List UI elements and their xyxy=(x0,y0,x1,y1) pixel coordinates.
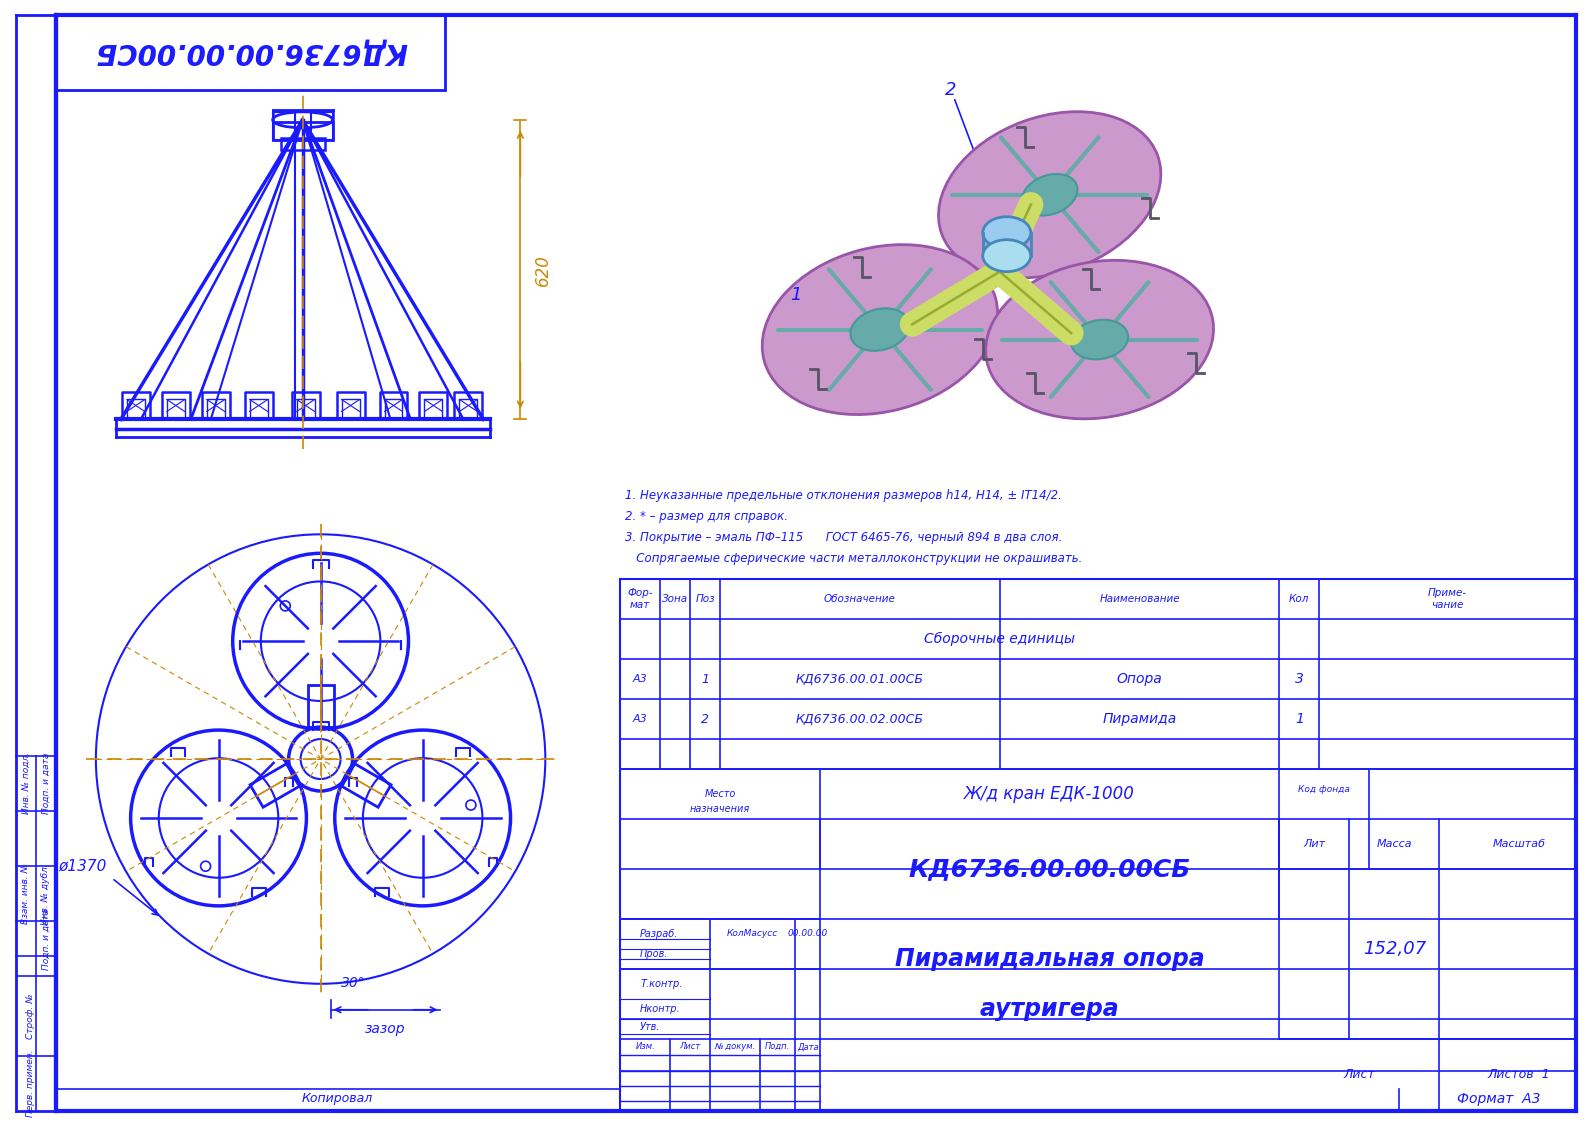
Text: Копировал: Копировал xyxy=(302,1092,373,1106)
Text: Наименование: Наименование xyxy=(1098,594,1180,604)
Ellipse shape xyxy=(850,309,909,350)
Ellipse shape xyxy=(1071,320,1129,360)
Bar xyxy=(56,15,446,90)
Text: Перв. примен.: Перв. примен. xyxy=(27,1050,35,1117)
Text: Пирамида: Пирамида xyxy=(1102,712,1176,726)
Text: Формат  А3: Формат А3 xyxy=(1457,1092,1541,1106)
Text: 1: 1 xyxy=(700,673,708,685)
Bar xyxy=(272,122,333,140)
Text: Ж/д кран ЕДК-1000: Ж/д кран ЕДК-1000 xyxy=(965,786,1135,804)
Text: аутригера: аутригера xyxy=(979,996,1119,1021)
Text: 2: 2 xyxy=(944,81,957,99)
Text: 1: 1 xyxy=(1294,712,1304,726)
Text: назначения: назначения xyxy=(689,804,750,814)
Text: Лист: Лист xyxy=(1344,1068,1375,1081)
Text: Листов  1: Листов 1 xyxy=(1489,1068,1551,1081)
Text: Подп.: Подп. xyxy=(764,1042,790,1051)
Text: 152,07: 152,07 xyxy=(1363,940,1426,958)
Text: Пирамидальная опора: Пирамидальная опора xyxy=(895,947,1205,970)
Text: Разраб.: Разраб. xyxy=(640,929,678,939)
Text: Стpоф. №: Стpоф. № xyxy=(27,993,35,1039)
Text: № докум.: № докум. xyxy=(715,1042,756,1051)
Text: КД6736.00.00.00СБ: КД6736.00.00.00СБ xyxy=(94,38,408,66)
Text: ø1370: ø1370 xyxy=(59,858,107,873)
Text: Дата: Дата xyxy=(798,1042,818,1051)
Text: Фор-
мат: Фор- мат xyxy=(627,588,653,610)
Text: 00.00.00: 00.00.00 xyxy=(788,930,828,939)
Text: А3: А3 xyxy=(634,715,648,725)
Bar xyxy=(621,579,1576,1110)
Text: Опора: Опора xyxy=(1116,672,1162,686)
Text: 3: 3 xyxy=(1294,672,1304,686)
Ellipse shape xyxy=(982,216,1030,249)
Text: КД6736.00.02.00СБ: КД6736.00.02.00СБ xyxy=(796,712,923,726)
Text: Инв. № подл.: Инв. № подл. xyxy=(21,752,30,814)
Text: КД6736.00.00.00СБ: КД6736.00.00.00СБ xyxy=(909,857,1191,881)
Ellipse shape xyxy=(763,245,998,415)
Text: Обозначение: Обозначение xyxy=(825,594,896,604)
Text: Утв.: Утв. xyxy=(640,1022,661,1031)
Text: Место: Место xyxy=(704,789,736,799)
Ellipse shape xyxy=(982,240,1030,272)
Text: 3. Покрытие – эмаль ПФ–115      ГОСТ 6465-76, черный 894 в два слоя.: 3. Покрытие – эмаль ПФ–115 ГОСТ 6465-76,… xyxy=(626,531,1062,544)
Text: Изм.: Изм. xyxy=(635,1042,654,1051)
Text: Пров.: Пров. xyxy=(640,949,669,959)
Text: зазор: зазор xyxy=(365,1022,406,1036)
Text: Масса: Масса xyxy=(1377,838,1412,849)
Bar xyxy=(272,112,295,140)
Text: 2. * – размер для справок.: 2. * – размер для справок. xyxy=(626,511,788,523)
Text: Лист: Лист xyxy=(680,1042,700,1051)
Text: Подп. и дата: Подп. и дата xyxy=(41,753,51,814)
Ellipse shape xyxy=(985,260,1213,419)
Text: Код фонда: Код фонда xyxy=(1299,784,1350,793)
Text: 1. Неуказанные предельные отклонения размеров h14, H14, ± IT14/2.: 1. Неуказанные предельные отклонения раз… xyxy=(626,489,1062,503)
Text: Подп. и дата: Подп. и дата xyxy=(41,908,51,969)
Bar xyxy=(310,112,333,140)
Text: 1: 1 xyxy=(790,285,801,303)
Text: 30°: 30° xyxy=(341,976,365,990)
Ellipse shape xyxy=(1022,174,1078,215)
Text: КД6736.00.01.00СБ: КД6736.00.01.00СБ xyxy=(796,673,923,685)
Text: Сопрягаемые сферические части металлоконструкции не окрашивать.: Сопрягаемые сферические части металлокон… xyxy=(626,552,1083,566)
Text: Приме-
чание: Приме- чание xyxy=(1428,588,1468,610)
Text: КолМасусс: КолМасусс xyxy=(726,930,777,939)
Text: Взам. инв. №: Взам. инв. № xyxy=(21,863,30,924)
Text: Сборочные единицы: Сборочные единицы xyxy=(925,632,1075,646)
Text: Т.контр.: Т.контр. xyxy=(640,978,683,988)
Text: 2: 2 xyxy=(700,712,708,726)
Bar xyxy=(280,137,325,150)
Text: Поз: Поз xyxy=(696,594,715,604)
Text: Масштаб: Масштаб xyxy=(1493,838,1546,849)
Text: Кол: Кол xyxy=(1290,594,1310,604)
Text: Инв. № дубл.: Инв. № дубл. xyxy=(41,863,51,924)
Text: Нконтр.: Нконтр. xyxy=(640,1004,681,1013)
Ellipse shape xyxy=(939,112,1161,278)
Text: А3: А3 xyxy=(634,674,648,684)
Text: Зона: Зона xyxy=(662,594,688,604)
Text: 620: 620 xyxy=(535,254,552,285)
Text: Лит: Лит xyxy=(1304,838,1326,849)
